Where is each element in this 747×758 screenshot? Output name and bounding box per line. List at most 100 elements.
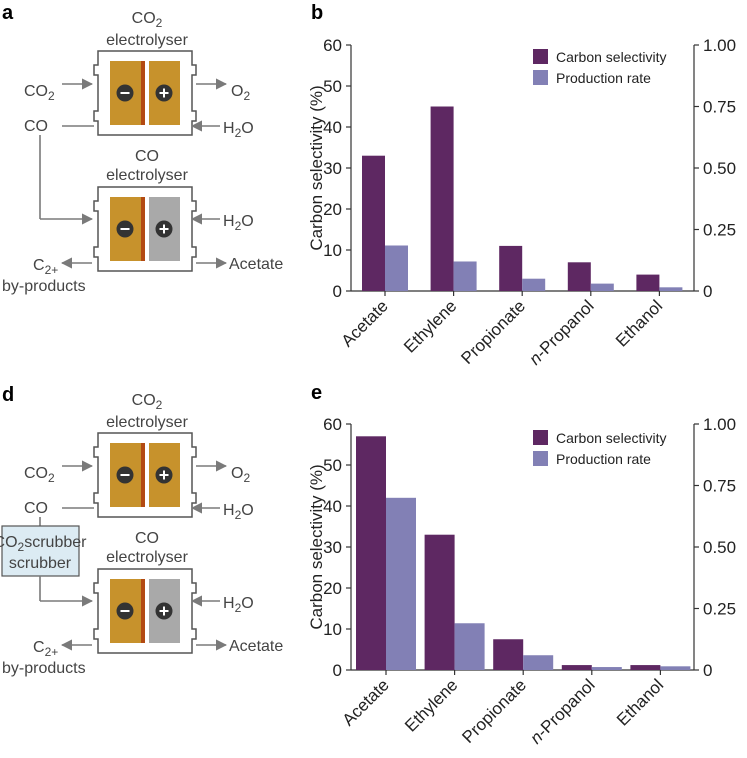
- schematic-panel-d: d CO2 electrolyser CO electrolyser CO2 O2 CO H2O…: [0, 384, 283, 677]
- h2o-bottom-label: H2O: [223, 213, 254, 233]
- left-tick-label: 60: [323, 415, 342, 434]
- legend-label: Carbon selectivity: [556, 49, 667, 65]
- co-label: CO: [24, 500, 48, 517]
- top-membrane: [141, 61, 145, 125]
- left-tick-label: 20: [323, 579, 342, 598]
- left-tick-label: 50: [323, 77, 342, 96]
- x-tick-label: n-Propanol: [526, 675, 598, 747]
- bar-production-rate: [454, 623, 485, 670]
- bar-production-rate: [590, 283, 614, 291]
- left-tick-label: 50: [323, 456, 342, 475]
- acetate-label: Acetate: [229, 256, 283, 273]
- bar-carbon-selectivity: [493, 639, 524, 670]
- legend-label: Carbon selectivity: [556, 430, 667, 446]
- y-axis-label: Carbon selectivity (%): [307, 85, 326, 250]
- o2-output-label: O2: [231, 465, 250, 485]
- c2-products-label: C2+: [33, 639, 58, 659]
- y-axis-label: Carbon selectivity (%): [307, 464, 326, 629]
- co-label: CO: [24, 118, 48, 135]
- legend-swatch: [533, 70, 548, 85]
- left-tick-label: 40: [323, 118, 342, 137]
- byproducts-label: by-products: [2, 278, 86, 295]
- c2-products-label: C2+: [33, 257, 58, 277]
- right-tick-label: 0.25: [703, 221, 736, 240]
- byproducts-label: by-products: [2, 660, 86, 677]
- x-tick-label: Ethanol: [612, 296, 666, 350]
- x-tick-label: Propionate: [457, 296, 529, 368]
- co2-input-label: CO2: [24, 465, 55, 485]
- left-tick-label: 0: [333, 282, 342, 301]
- bar-carbon-selectivity: [636, 274, 660, 291]
- left-tick-label: 20: [323, 200, 342, 219]
- left-tick-label: 30: [323, 159, 342, 178]
- co2-scrubber-box: [1, 525, 80, 577]
- h2o-top-label: H2O: [223, 120, 254, 140]
- bar-production-rate: [453, 261, 477, 291]
- panel-letter-a: a: [2, 2, 14, 24]
- top-electrolyser-title-2: electrolyser: [106, 32, 188, 49]
- h2o-top-label: H2O: [223, 502, 254, 522]
- bottom-electrolyser-title-2: electrolyser: [106, 167, 188, 184]
- x-tick-label: Acetate: [339, 675, 393, 729]
- x-tick-label: Acetate: [338, 296, 392, 350]
- right-tick-label: 0.75: [703, 477, 736, 496]
- bar-carbon-selectivity: [561, 665, 592, 670]
- o2-output-label: O2: [231, 83, 250, 103]
- bar-carbon-selectivity: [362, 155, 385, 291]
- scrubber-label-1: CO2scrubber: [0, 534, 87, 554]
- bar-carbon-selectivity: [630, 665, 661, 670]
- bar-carbon-selectivity: [499, 245, 523, 291]
- x-tick-label: Propionate: [458, 675, 530, 747]
- bottom-membrane: [141, 197, 145, 261]
- bar-carbon-selectivity: [430, 106, 454, 291]
- bottom-membrane: [141, 579, 145, 643]
- h2o-bottom-label: H2O: [223, 595, 254, 615]
- legend-swatch: [533, 49, 548, 64]
- legend-swatch: [533, 451, 548, 466]
- bottom-electrolyser-title: CO: [135, 148, 159, 165]
- bottom-electrolyser-title-2: electrolyser: [106, 549, 188, 566]
- bar-carbon-selectivity: [567, 262, 591, 291]
- chart-panel-e: e 0 10 20 30 40 50 60 0 0.25 0.50 0.75 1.00 Carbon se…: [307, 382, 736, 748]
- right-tick-label: 0: [703, 661, 712, 680]
- right-tick-label: 0.50: [703, 159, 736, 178]
- right-tick-label: 0: [703, 282, 712, 301]
- bar-production-rate: [660, 666, 691, 670]
- legend-swatch: [533, 430, 548, 445]
- bar-production-rate: [385, 245, 408, 291]
- right-tick-label: 1.00: [703, 36, 736, 55]
- x-tick-label: Ethanol: [613, 675, 667, 729]
- bottom-electrolyser-title: CO: [135, 530, 159, 547]
- x-tick-label: Ethylene: [401, 675, 461, 735]
- bar-production-rate: [659, 287, 683, 291]
- top-electrolyser-title: CO2: [132, 392, 163, 412]
- bar-production-rate: [591, 667, 622, 670]
- left-tick-label: 40: [323, 497, 342, 516]
- top-membrane: [141, 443, 145, 507]
- x-tick-label: n-Propanol: [525, 296, 597, 368]
- legend-label: Production rate: [556, 70, 651, 86]
- panel-letter-b: b: [311, 2, 323, 24]
- panel-letter-d: d: [2, 384, 14, 406]
- chart-panel-b: b 0 10 20 30 40 50 60 0 0.25 0.50 0.75 1.00 Carbon se…: [307, 2, 736, 369]
- bar-production-rate: [386, 497, 416, 670]
- x-tick-label: Ethylene: [400, 296, 460, 356]
- left-tick-label: 0: [333, 661, 342, 680]
- top-electrolyser-title: CO2: [132, 10, 163, 30]
- left-tick-label: 10: [323, 241, 342, 260]
- legend-label: Production rate: [556, 451, 651, 467]
- right-tick-label: 0.25: [703, 600, 736, 619]
- bar-carbon-selectivity: [424, 534, 455, 670]
- acetate-label: Acetate: [229, 638, 283, 655]
- bar-carbon-selectivity: [356, 436, 386, 670]
- top-electrolyser-title-2: electrolyser: [106, 414, 188, 431]
- left-tick-label: 30: [323, 538, 342, 557]
- bar-production-rate: [522, 278, 546, 291]
- bar-production-rate: [523, 655, 554, 670]
- schematic-panel-a: a CO2 electrolyser CO electrolyser CO2 O2 CO H2O…: [2, 2, 283, 295]
- right-tick-label: 0.50: [703, 538, 736, 557]
- scrubber-label-2: scrubber: [9, 555, 72, 572]
- right-tick-label: 1.00: [703, 415, 736, 434]
- co2-input-label: CO2: [24, 83, 55, 103]
